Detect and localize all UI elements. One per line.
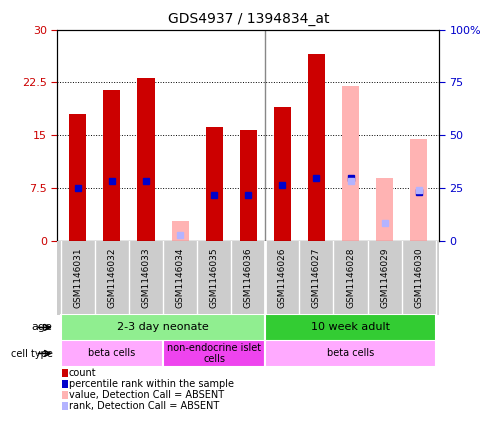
Bar xyxy=(69,114,86,241)
Bar xyxy=(265,314,436,341)
Text: count: count xyxy=(69,368,96,378)
Text: non-endocrine islet
cells: non-endocrine islet cells xyxy=(167,343,261,364)
Text: GSM1146030: GSM1146030 xyxy=(414,247,423,308)
Text: GSM1146026: GSM1146026 xyxy=(278,247,287,308)
Text: beta cells: beta cells xyxy=(327,349,374,358)
Bar xyxy=(103,90,120,241)
Bar xyxy=(376,178,393,241)
Text: GSM1146027: GSM1146027 xyxy=(312,247,321,308)
Text: GSM1146034: GSM1146034 xyxy=(176,247,185,308)
Text: GSM1146033: GSM1146033 xyxy=(142,247,151,308)
Text: GSM1146031: GSM1146031 xyxy=(73,247,82,308)
Bar xyxy=(240,130,257,241)
Text: GSM1146028: GSM1146028 xyxy=(346,247,355,308)
Bar xyxy=(410,139,427,241)
Text: GSM1146036: GSM1146036 xyxy=(244,247,253,308)
Bar xyxy=(342,86,359,241)
Text: GSM1146032: GSM1146032 xyxy=(107,247,116,308)
Text: 10 week adult: 10 week adult xyxy=(311,322,390,332)
Text: GSM1146035: GSM1146035 xyxy=(210,247,219,308)
Bar xyxy=(172,221,189,241)
Text: percentile rank within the sample: percentile rank within the sample xyxy=(69,379,234,389)
Bar xyxy=(163,340,265,367)
Text: GSM1146029: GSM1146029 xyxy=(380,247,389,308)
Text: cell type: cell type xyxy=(10,349,52,359)
Bar xyxy=(308,54,325,241)
Title: GDS4937 / 1394834_at: GDS4937 / 1394834_at xyxy=(168,12,329,26)
Text: rank, Detection Call = ABSENT: rank, Detection Call = ABSENT xyxy=(69,401,219,411)
Bar xyxy=(265,340,436,367)
Bar xyxy=(274,107,291,241)
Bar xyxy=(138,77,155,241)
Bar xyxy=(61,340,163,367)
Bar xyxy=(61,314,265,341)
Text: value, Detection Call = ABSENT: value, Detection Call = ABSENT xyxy=(69,390,224,400)
Text: beta cells: beta cells xyxy=(88,349,136,358)
Bar xyxy=(206,127,223,241)
Text: 2-3 day neonate: 2-3 day neonate xyxy=(117,322,209,332)
Text: age: age xyxy=(31,322,52,332)
